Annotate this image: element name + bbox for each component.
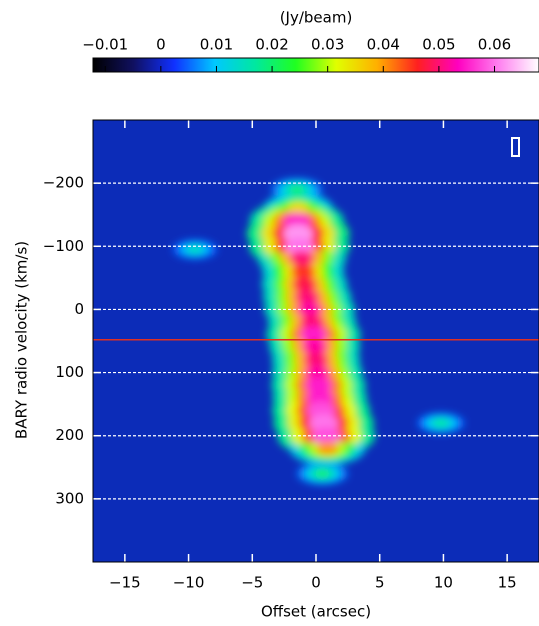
emission: [172, 178, 465, 485]
emission-blob: [301, 339, 329, 356]
emission-blob: [287, 202, 309, 215]
emission-blob: [314, 469, 330, 479]
emission-blob: [282, 224, 314, 243]
x-tick-label: 0: [311, 574, 321, 592]
colorbar-tick-label: 0.03: [311, 36, 344, 54]
emission-blob: [299, 326, 328, 344]
colorbar-tick-label: 0: [156, 36, 166, 54]
y-tick-label: 200: [55, 426, 84, 444]
emission-blob: [288, 251, 315, 267]
x-tick-label: −15: [109, 574, 141, 592]
emission-blob: [433, 418, 448, 428]
emission-blob: [303, 352, 329, 368]
emission-blob: [303, 364, 331, 381]
beam-marker: [511, 137, 520, 157]
colorbar-tick-label: 0.02: [255, 36, 288, 54]
colorbar-tick-label: 0.05: [422, 36, 455, 54]
emission-blob: [308, 414, 339, 432]
emission-blob: [294, 289, 321, 305]
emission-blob: [291, 276, 318, 292]
colorbar-label: (Jy/beam): [280, 9, 353, 27]
x-tick-label: 15: [498, 574, 517, 592]
x-tick-label: 5: [375, 574, 385, 592]
emission-blob: [289, 184, 305, 194]
y-tick-label: 100: [55, 363, 84, 381]
emission-blob: [291, 264, 316, 279]
colorbar-tick-label: 0.06: [478, 36, 511, 54]
x-tick-label: −10: [173, 574, 205, 592]
emission-blob: [311, 427, 341, 445]
emission-blob: [305, 389, 334, 407]
x-tick-label: 10: [434, 574, 453, 592]
emission-blob: [304, 376, 333, 394]
y-tick-label: −100: [43, 237, 84, 255]
y-tick-label: 300: [55, 489, 84, 507]
x-axis-label: Offset (arcsec): [261, 603, 371, 621]
y-axis-label: BARY radio velocity (km/s): [13, 241, 31, 439]
emission-blob: [316, 441, 339, 456]
colorbar-tick-label: 0.04: [367, 36, 400, 54]
emission-blob: [299, 314, 326, 330]
emission-blob: [188, 245, 202, 254]
colorbar: [92, 57, 539, 73]
emission-blob: [282, 212, 311, 230]
y-tick-label: 0: [74, 300, 84, 318]
plot-frame: [92, 119, 539, 563]
x-tick-label: −5: [241, 574, 263, 592]
colorbar-tick-label: −0.01: [82, 36, 128, 54]
colorbar-tick-label: 0.01: [200, 36, 233, 54]
y-tick-label: −200: [43, 174, 84, 192]
